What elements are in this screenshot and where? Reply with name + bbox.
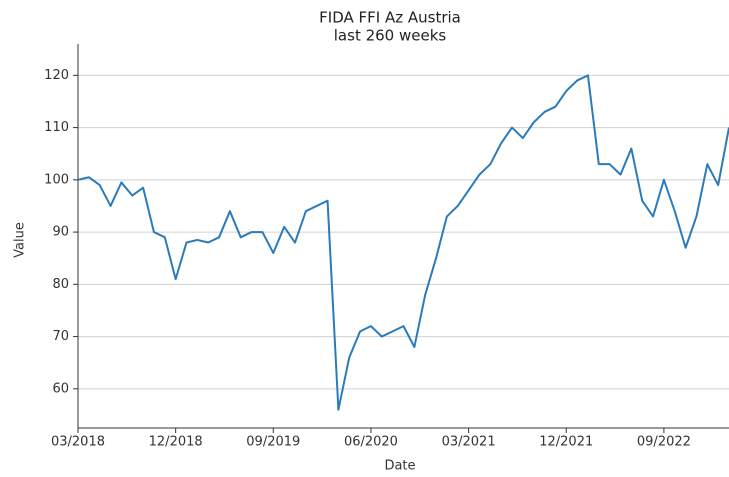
x-tick-label: 03/2021 xyxy=(442,435,496,450)
chart-subtitle: last 260 weeks xyxy=(334,27,447,45)
x-tick-label: 03/2018 xyxy=(51,435,105,450)
x-tick-label: 06/2020 xyxy=(344,435,398,450)
y-tick-label: 110 xyxy=(44,120,69,135)
y-tick-label: 60 xyxy=(52,381,69,396)
series-line xyxy=(77,74,729,411)
y-tick-label: 100 xyxy=(44,172,69,187)
x-tick-label: 12/2021 xyxy=(539,435,593,450)
y-tick-label: 90 xyxy=(52,225,69,240)
y-axis-label: Value xyxy=(13,222,28,258)
x-axis-label: Date xyxy=(384,459,415,474)
x-tick-label: 09/2022 xyxy=(637,435,691,450)
x-tick-label: 12/2018 xyxy=(149,435,203,450)
y-tick-label: 80 xyxy=(52,277,69,292)
x-tick-label: 09/2019 xyxy=(246,435,300,450)
chart-title: FIDA FFI Az Austria xyxy=(319,9,461,27)
y-tick-label: 70 xyxy=(52,329,69,344)
y-tick-label: 120 xyxy=(44,68,69,83)
